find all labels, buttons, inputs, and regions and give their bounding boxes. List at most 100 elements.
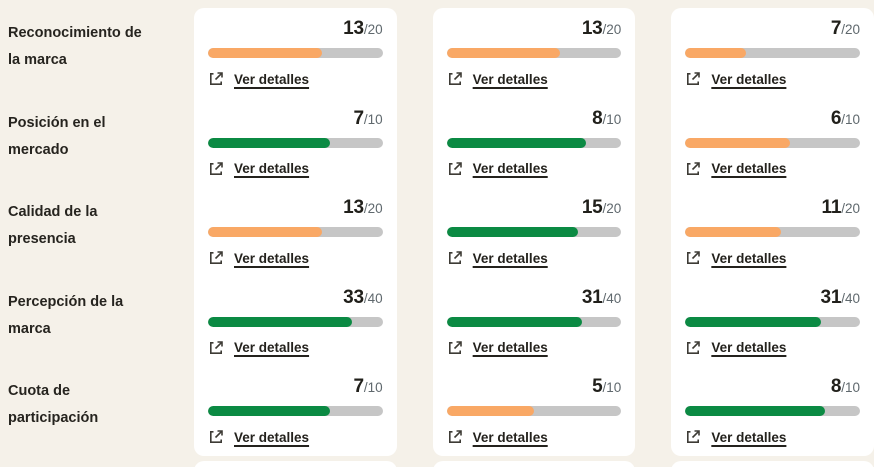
external-link-icon (448, 430, 462, 444)
score-max: /40 (841, 290, 860, 306)
view-details-link[interactable]: Ver detalles (685, 250, 786, 266)
view-details-link[interactable]: Ver detalles (447, 161, 548, 177)
score-max: /20 (602, 201, 622, 217)
score-line: 13/20 (208, 197, 383, 221)
score-line: 5/10 (447, 376, 622, 400)
view-details-label: Ver detalles (234, 340, 310, 356)
view-details-link[interactable]: Ver detalles (208, 161, 309, 177)
score-progress-track (446, 137, 622, 148)
score-value: 7 (830, 18, 842, 39)
external-link-icon (687, 430, 701, 444)
next-section-card-top (194, 461, 397, 467)
score-max: /10 (363, 380, 383, 396)
score-line: 7/10 (208, 376, 383, 400)
next-section-card-top (432, 461, 636, 467)
score-line: 6/10 (685, 108, 860, 132)
score-max: /10 (602, 380, 622, 396)
external-link-icon (209, 251, 223, 265)
score-progress-fill (446, 406, 534, 417)
score-line: 13/20 (208, 18, 383, 42)
external-link-icon (209, 72, 223, 85)
view-details-link[interactable]: Ver detalles (447, 250, 548, 266)
score-progress-fill (446, 227, 578, 238)
metric-score-cell: 7/10 Ver detalles (194, 366, 397, 456)
external-link-icon (687, 251, 701, 265)
external-link-icon (209, 161, 223, 175)
external-link-icon (448, 251, 462, 265)
score-progress-track (208, 48, 383, 58)
score-line: 31/40 (447, 287, 622, 311)
score-progress-track (208, 227, 383, 238)
score-progress-track (446, 316, 622, 327)
score-value: 6 (830, 107, 842, 129)
score-value: 33 (343, 286, 364, 308)
view-details-link[interactable]: Ver detalles (208, 429, 309, 445)
next-section-card-top (671, 461, 874, 467)
score-progress-track (685, 316, 860, 327)
comparison-card-column: 7/20 Ver detalles 6/10 Ver de (671, 8, 874, 456)
view-details-link[interactable]: Ver detalles (685, 429, 786, 445)
metric-score-cell: 13/20 Ver detalles (194, 187, 397, 277)
score-max: /20 (363, 22, 383, 37)
metric-score-cell: 13/20 Ver detalles (194, 8, 397, 98)
external-link-icon (448, 72, 462, 85)
score-progress-fill (208, 48, 322, 58)
score-progress-fill (446, 137, 587, 148)
metric-labels-column: Reconocimiento de la marca Posición en e… (8, 0, 158, 462)
view-details-link[interactable]: Ver detalles (447, 71, 548, 87)
score-max: /20 (363, 201, 383, 217)
metric-score-cell: 31/40 Ver detalles (671, 277, 874, 367)
external-link-icon (448, 161, 462, 175)
metric-score-cell: 5/10 Ver detalles (433, 366, 636, 456)
score-max: /40 (363, 290, 383, 306)
score-value: 13 (581, 18, 603, 39)
score-progress-fill (685, 227, 782, 238)
score-progress-fill (446, 316, 583, 327)
view-details-link[interactable]: Ver detalles (685, 340, 786, 356)
view-details-link[interactable]: Ver detalles (208, 250, 309, 266)
view-details-label: Ver detalles (472, 71, 548, 87)
next-section-strip (0, 461, 874, 467)
view-details-label: Ver detalles (234, 71, 310, 87)
view-details-label: Ver detalles (711, 71, 787, 87)
view-details-link[interactable]: Ver detalles (685, 161, 786, 177)
view-details-label: Ver detalles (472, 429, 548, 445)
score-value: 8 (830, 376, 842, 398)
view-details-label: Ver detalles (711, 250, 787, 266)
view-details-label: Ver detalles (234, 250, 310, 266)
metric-row-label: Posición en el mercado (8, 114, 106, 158)
score-line: 33/40 (208, 287, 383, 311)
score-value: 7 (353, 376, 365, 398)
view-details-label: Ver detalles (711, 161, 787, 177)
external-link-icon (209, 340, 223, 354)
view-details-label: Ver detalles (472, 161, 548, 177)
score-progress-fill (208, 406, 331, 417)
score-max: /20 (841, 22, 860, 37)
view-details-link[interactable]: Ver detalles (685, 71, 786, 87)
score-max: /10 (841, 380, 860, 396)
score-max: /10 (363, 111, 383, 127)
view-details-link[interactable]: Ver detalles (208, 71, 309, 87)
score-line: 13/20 (447, 18, 622, 42)
view-details-link[interactable]: Ver detalles (447, 340, 548, 356)
view-details-link[interactable]: Ver detalles (447, 429, 548, 445)
score-value: 11 (821, 197, 842, 219)
score-progress-track (685, 406, 860, 417)
score-value: 5 (592, 376, 603, 398)
metric-score-cell: 11/20 Ver detalles (671, 187, 874, 277)
comparison-card-column: 13/20 Ver detalles 8/10 Ver d (432, 8, 636, 456)
metric-score-cell: 7/20 Ver detalles (671, 8, 874, 98)
score-progress-track (446, 227, 622, 238)
metric-row-label: Percepción de la marca (8, 293, 124, 337)
score-line: 8/10 (447, 108, 622, 132)
score-value: 31 (820, 286, 842, 308)
metric-row-label: Calidad de la presencia (8, 204, 98, 248)
score-progress-fill (685, 316, 821, 327)
score-max: /10 (602, 111, 622, 127)
view-details-link[interactable]: Ver detalles (208, 340, 309, 356)
score-progress-track (685, 48, 860, 58)
score-progress-fill (208, 316, 353, 327)
score-value: 13 (343, 18, 364, 39)
score-line: 15/20 (447, 197, 622, 221)
view-details-label: Ver detalles (234, 429, 310, 445)
